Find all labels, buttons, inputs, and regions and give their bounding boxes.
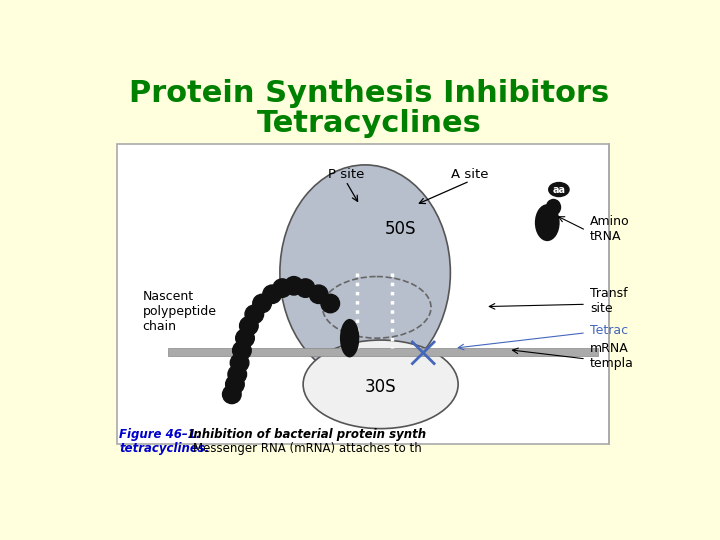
Circle shape	[310, 285, 328, 303]
Ellipse shape	[535, 204, 559, 241]
Circle shape	[273, 279, 292, 298]
Text: Inhibition of bacterial protein synth: Inhibition of bacterial protein synth	[189, 428, 426, 441]
Bar	[168, 348, 598, 356]
Text: Amino
tRNA: Amino tRNA	[590, 215, 629, 243]
Text: A site: A site	[451, 168, 488, 181]
Circle shape	[284, 276, 303, 295]
FancyBboxPatch shape	[117, 144, 609, 444]
Circle shape	[225, 375, 244, 394]
Text: Figure 46–1.: Figure 46–1.	[120, 428, 201, 441]
Circle shape	[321, 294, 340, 313]
Text: Tetracyclines: Tetracyclines	[256, 110, 482, 138]
Circle shape	[222, 385, 241, 403]
Ellipse shape	[303, 340, 458, 429]
Ellipse shape	[340, 319, 359, 357]
Text: Messenger RNA (mRNA) attaches to th: Messenger RNA (mRNA) attaches to th	[193, 442, 422, 455]
Text: Nascent
polypeptide
chain: Nascent polypeptide chain	[143, 289, 217, 333]
Text: P site: P site	[328, 168, 364, 181]
Circle shape	[263, 285, 282, 303]
Text: Protein Synthesis Inhibitors: Protein Synthesis Inhibitors	[129, 79, 609, 107]
Circle shape	[245, 305, 264, 323]
Circle shape	[230, 354, 249, 372]
Text: 50S: 50S	[384, 220, 415, 238]
Text: mRNA
templa: mRNA templa	[590, 342, 634, 370]
Text: tetracyclines.: tetracyclines.	[120, 442, 210, 455]
Ellipse shape	[546, 199, 561, 215]
Text: Transf
site: Transf site	[590, 287, 628, 315]
Ellipse shape	[280, 165, 451, 381]
Text: 30S: 30S	[365, 377, 397, 396]
Text: Tetrac: Tetrac	[590, 324, 628, 337]
Circle shape	[228, 365, 246, 383]
Text: aa: aa	[552, 185, 565, 194]
Circle shape	[235, 329, 254, 347]
Circle shape	[253, 294, 271, 313]
Circle shape	[296, 279, 315, 298]
Circle shape	[233, 341, 251, 360]
Ellipse shape	[548, 182, 570, 197]
Circle shape	[240, 316, 258, 335]
